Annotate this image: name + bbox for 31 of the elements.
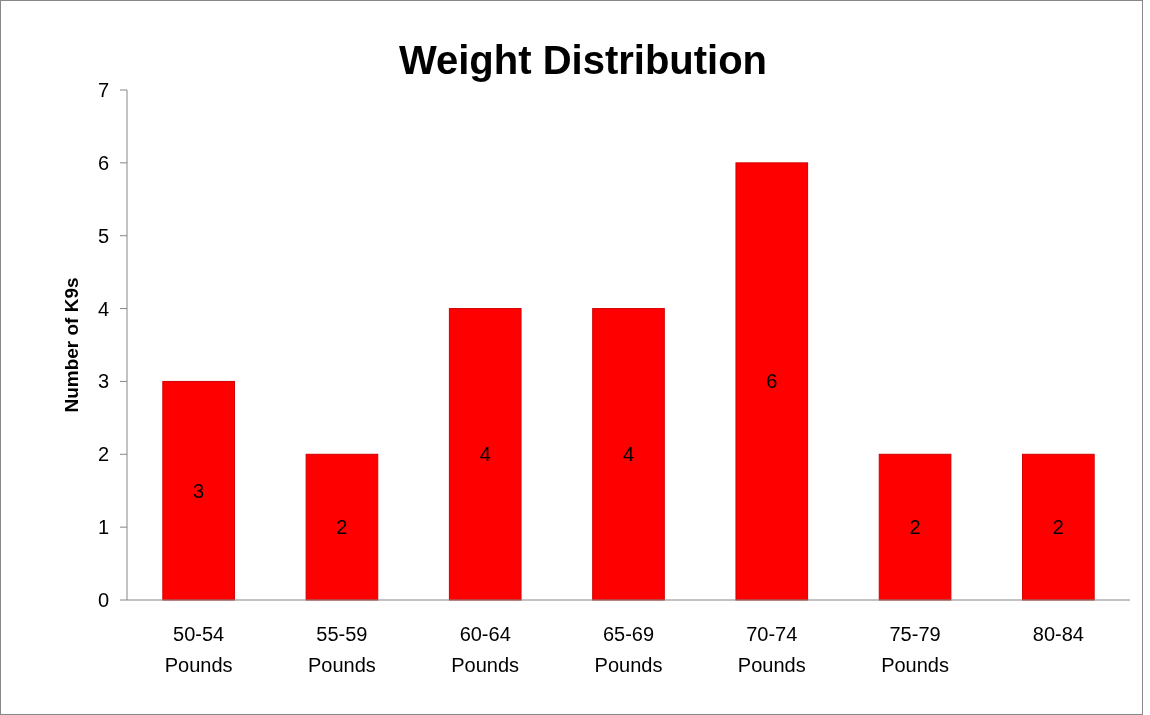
- data-label: 4: [622, 443, 635, 466]
- chart-title: Weight Distribution: [398, 38, 768, 82]
- y-tick-label: 5: [97, 224, 109, 247]
- x-tick-label: 65-69 Pounds: [594, 623, 663, 676]
- y-tick-label: 3: [97, 370, 109, 393]
- x-tick-label: 60-64 Pounds: [451, 623, 520, 676]
- data-label: 2: [1052, 516, 1064, 539]
- y-axis-title: Number of K9s: [61, 277, 82, 413]
- bar: [735, 162, 809, 601]
- x-tick-label: 70-74 Pounds: [737, 623, 806, 676]
- y-tick-label: 7: [97, 79, 109, 101]
- bar: [878, 453, 952, 601]
- y-tick-label: 2: [97, 443, 109, 466]
- bar: [592, 308, 665, 601]
- y-tick-label: 4: [97, 297, 109, 320]
- data-label: 2: [336, 516, 348, 539]
- bar: [448, 308, 522, 601]
- data-label: 3: [193, 479, 205, 502]
- x-tick-label: 55-59 Pounds: [308, 623, 376, 676]
- x-tick-label: 80-84: [1032, 623, 1084, 645]
- y-tick-label: 6: [97, 151, 109, 174]
- data-label: 4: [479, 443, 491, 466]
- bar: [1022, 453, 1095, 601]
- bar: [305, 453, 379, 601]
- bar: [162, 380, 235, 601]
- data-label: 6: [766, 370, 778, 393]
- x-tick-label: 50-54 Pounds: [164, 623, 233, 676]
- data-label: 2: [909, 516, 921, 539]
- y-tick-label: 1: [97, 516, 109, 539]
- x-tick-label: 75-79 Pounds: [881, 623, 949, 676]
- y-tick-label: 0: [97, 589, 109, 611]
